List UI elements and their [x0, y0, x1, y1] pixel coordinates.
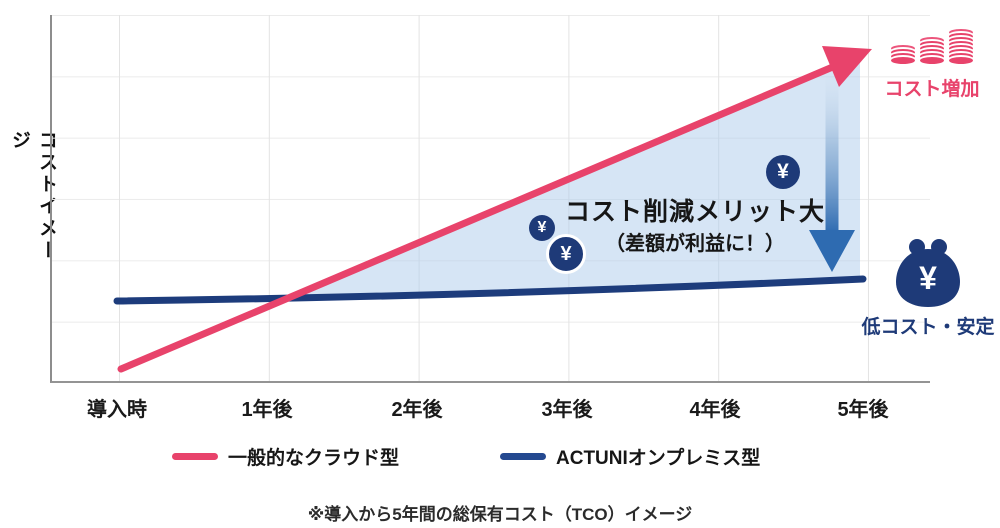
purse-icon: ¥	[896, 239, 960, 307]
coin-stack-small	[889, 43, 917, 66]
coin-stacks-icon	[884, 8, 980, 66]
legend-swatch-cloud	[172, 452, 218, 460]
yen-glyph: ¥	[537, 219, 547, 236]
yen-coin-icon: ¥	[766, 155, 800, 189]
x-axis-label-2: 2年後	[391, 399, 443, 421]
legend-item-onprem: ACTUNIオンプレミス型	[500, 446, 760, 469]
annotation-cost-savings-sub: （差額が利益に！）	[605, 233, 785, 255]
footnote: ※導入から5年間の総保有コスト（TCO）イメージ	[307, 505, 693, 524]
legend-swatch-onprem	[500, 452, 546, 460]
legend-label-onprem: ACTUNIオンプレミス型	[556, 447, 761, 469]
low-cost-label: 低コスト・安定	[861, 317, 995, 338]
x-axis-label-0: 導入時	[87, 399, 147, 421]
yen-glyph: ¥	[560, 242, 572, 265]
x-axis-label-4: 4年後	[689, 399, 741, 421]
yen-coin-icon: ¥	[546, 234, 586, 274]
yen-glyph: ¥	[777, 160, 789, 183]
purse-yen-glyph: ¥	[919, 260, 937, 296]
coin-stack-medium	[918, 35, 946, 66]
x-axis-label-3: 3年後	[541, 399, 593, 421]
legend-label-cloud: 一般的なクラウド型	[228, 447, 400, 469]
yen-coin-icon: ¥	[529, 215, 555, 241]
annotation-cost-savings: コスト削減メリット大	[564, 198, 825, 226]
x-axis-label-5: 5年後	[837, 399, 889, 421]
coin-stack-tall	[947, 27, 975, 66]
cost-increase-label: コスト増加	[884, 79, 980, 100]
x-axis-label-1: 1年後	[241, 399, 293, 421]
legend-item-cloud: 一般的なクラウド型	[172, 446, 399, 469]
